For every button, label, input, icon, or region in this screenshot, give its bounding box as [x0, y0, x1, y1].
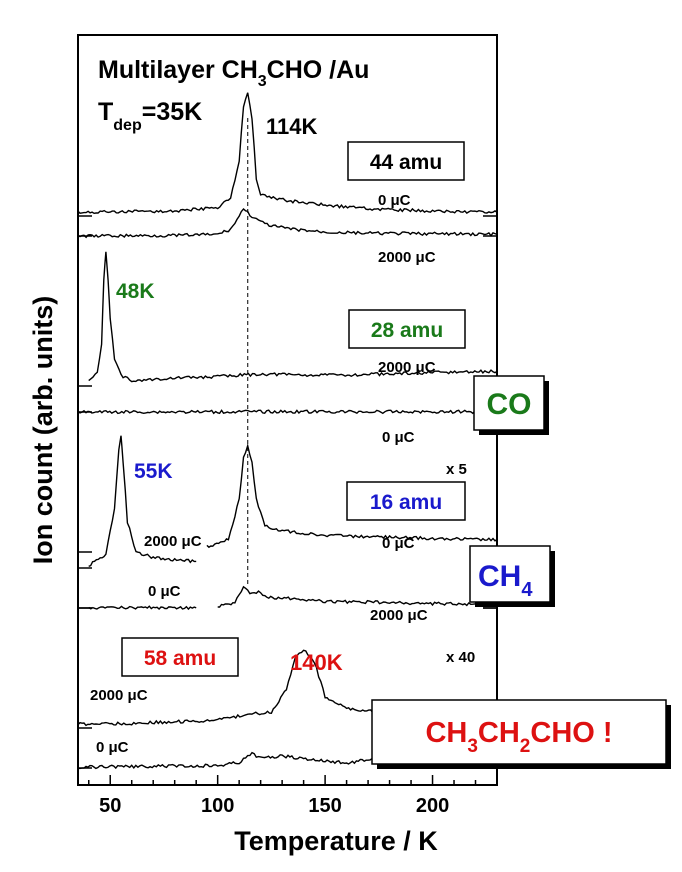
multiplier-58: x 40 — [446, 649, 475, 666]
x-tick-label-50: 50 — [99, 795, 121, 817]
dose-label-16-0b: 0 μC — [148, 583, 181, 600]
dose-label-16-2000b: 2000 μC — [370, 607, 428, 624]
dose-label-16-0a: 0 μC — [382, 535, 415, 552]
deposition-temperature: Tdep=35K — [98, 98, 202, 134]
dose-label-16-2000a: 2000 μC — [144, 533, 202, 550]
multiplier-16: x 5 — [446, 461, 467, 478]
dose-label-28-0: 0 μC — [382, 429, 415, 446]
dose-label-58-2000: 2000 μC — [90, 687, 148, 704]
co-label: CO — [487, 388, 532, 421]
ch4-box — [469, 545, 551, 603]
x-tick-label-150: 150 — [308, 795, 341, 817]
dose-label-44-2000: 2000 μC — [378, 249, 436, 266]
x-tick-label-100: 100 — [201, 795, 234, 817]
peak-label-114K: 114K — [266, 114, 317, 139]
trace-28-amu-1 — [77, 409, 498, 415]
mass-box-16 — [346, 481, 466, 521]
mass-box-58 — [121, 637, 239, 677]
dose-label-58-0: 0 μC — [96, 739, 129, 756]
trace-28-amu-0 — [88, 251, 498, 383]
x-axis: 50 100 150 200 — [87, 775, 498, 817]
mass-box-28 — [348, 309, 466, 349]
dose-label-44-0: 0 μC — [378, 192, 411, 209]
chart-title: Multilayer CH3CHO /Au — [98, 56, 369, 90]
ch4-label: CH4 — [478, 560, 533, 601]
y-axis-label: Ion count (arb. units) — [28, 296, 58, 564]
propanal-box — [371, 699, 667, 765]
peak-label-140K: 140K — [290, 650, 343, 675]
mass-label-44: 44 amu — [370, 151, 442, 174]
dose-label-28-2000: 2000 μC — [378, 359, 436, 376]
peak-label-48K: 48K — [116, 280, 155, 303]
trace-16-amu-0 — [88, 435, 197, 567]
co-box — [473, 375, 545, 431]
x-axis-label: Temperature / K — [234, 826, 438, 856]
trace-16-amu-2 — [88, 605, 197, 611]
mass-label-28: 28 amu — [371, 319, 443, 342]
peak-label-55K: 55K — [134, 460, 173, 483]
mass-label-58: 58 amu — [144, 647, 216, 670]
x-tick-label-200: 200 — [416, 795, 449, 817]
mass-label-16: 16 amu — [370, 491, 442, 514]
trace-16-amu-1 — [206, 443, 498, 549]
trace-44-amu-1 — [77, 208, 498, 239]
mass-box-44 — [347, 141, 465, 181]
trace-16-amu-3 — [217, 585, 498, 608]
trace-44-amu-0 — [77, 92, 498, 215]
propanal-label: CH3CH2CHO ! — [425, 717, 612, 757]
